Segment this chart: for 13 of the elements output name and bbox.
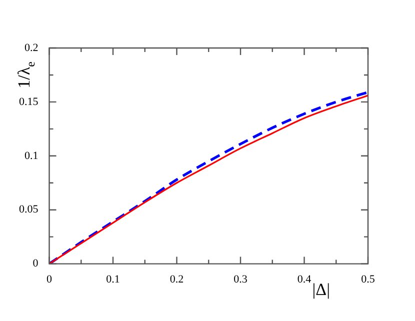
y-axis-title: 1/λe xyxy=(14,62,38,88)
x-tick-label: 0.3 xyxy=(234,273,248,286)
y-tick-label: 0 xyxy=(32,258,39,270)
x-tick-label: 0.4 xyxy=(297,273,312,286)
y-tick-label: 0.2 xyxy=(24,42,38,54)
y-tick-label: 0.05 xyxy=(19,204,39,216)
x-tick-label: 0.2 xyxy=(170,273,184,286)
x-axis-title: |Δ| xyxy=(312,280,330,299)
x-tick-label: 0 xyxy=(46,273,52,286)
y-tick-label: 0.15 xyxy=(19,96,39,108)
x-tick-label: 0.5 xyxy=(361,273,376,286)
x-tick-label: 0.1 xyxy=(106,273,120,286)
y-tick-label: 0.1 xyxy=(24,150,38,162)
